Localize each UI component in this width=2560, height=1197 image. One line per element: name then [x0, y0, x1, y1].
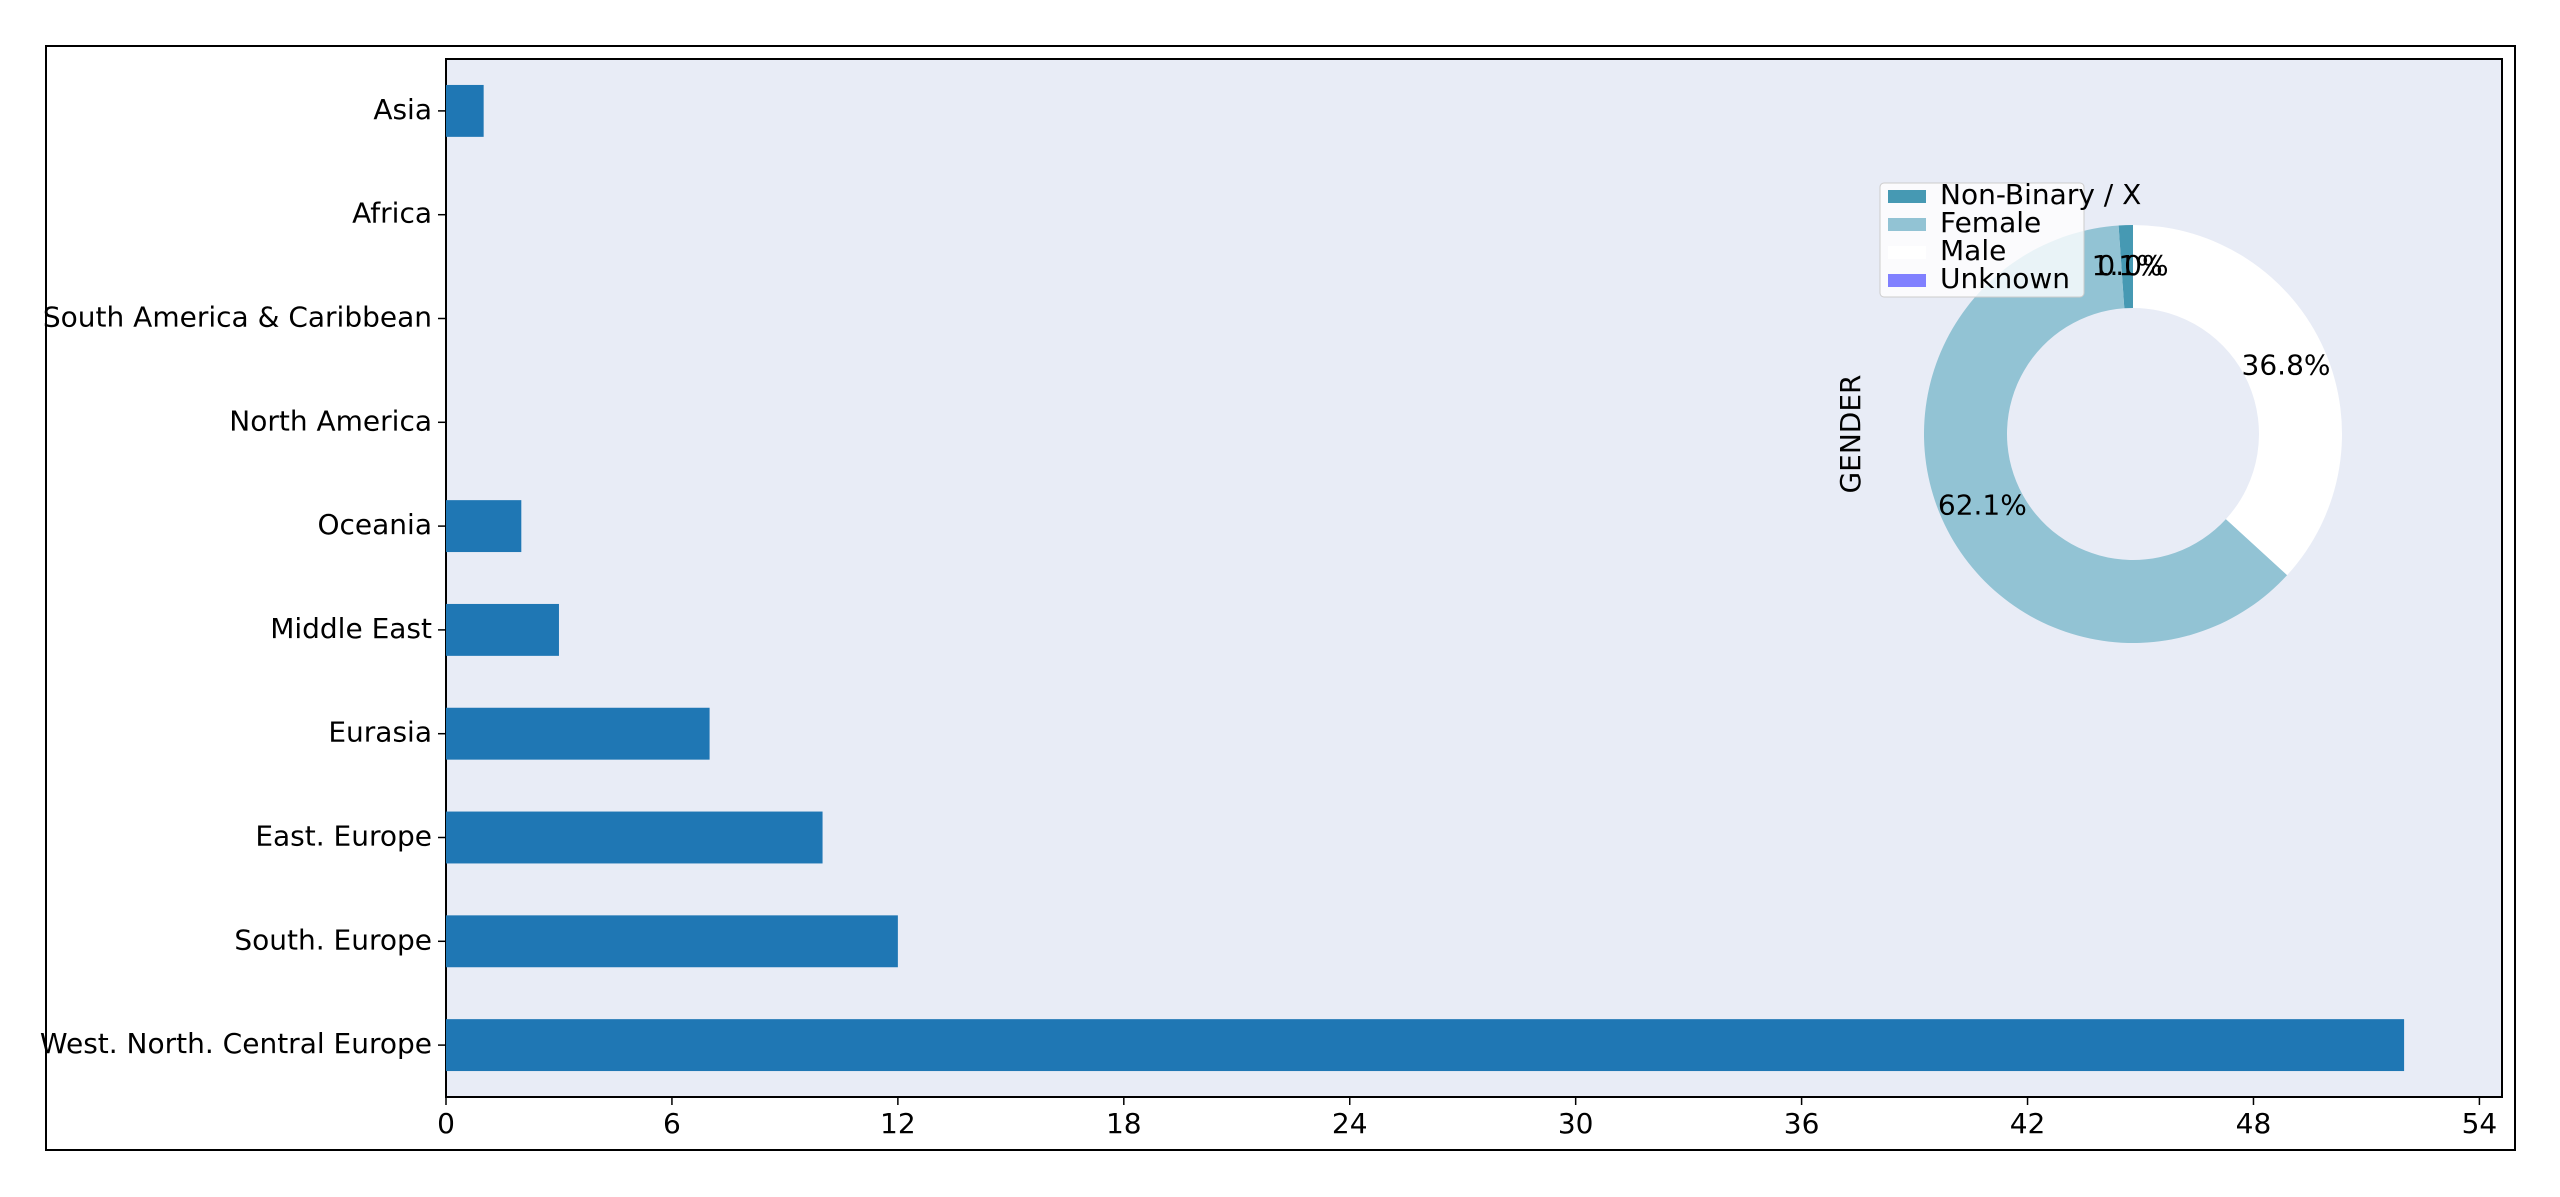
legend-label: Male: [1940, 234, 2006, 267]
pct-label: 0.0%: [2097, 249, 2168, 282]
y-tick-label: Middle East: [270, 612, 432, 645]
x-tick-label: 48: [2236, 1107, 2272, 1140]
x-tick-label: 18: [1106, 1107, 1142, 1140]
y-axis-label: GENDER: [1834, 374, 1867, 493]
bar: [446, 811, 823, 864]
bar-chart: 0 6 12 18 24 30 36 42 48 54 Asia Africa South Americ…: [40, 84, 2498, 1140]
legend-swatch: [1888, 246, 1926, 259]
bar: [446, 915, 898, 968]
pie-chart: 1.1% 62.1% 36.8% 0.0% GENDER Non-Binary / XFe…: [1834, 178, 2342, 643]
x-tick-label: 30: [1558, 1107, 1594, 1140]
legend-swatch: [1888, 190, 1926, 203]
x-tick-label: 24: [1332, 1107, 1368, 1140]
legend-label: Unknown: [1940, 262, 2070, 295]
y-tick-label: Africa: [352, 197, 432, 230]
bar: [446, 603, 559, 656]
y-tick-label: North America: [229, 404, 432, 437]
legend-swatch: [1888, 274, 1926, 287]
bar: [446, 84, 484, 137]
y-tick-label: South. Europe: [234, 923, 432, 956]
x-tick-label: 6: [663, 1107, 681, 1140]
pie-wedge: [2133, 225, 2342, 576]
y-tick-label: East. Europe: [255, 820, 432, 853]
y-tick-label: Eurasia: [328, 716, 432, 749]
bar: [446, 1019, 2405, 1072]
y-tick-label: South America & Caribbean: [43, 301, 432, 334]
pct-label: 36.8%: [2242, 349, 2331, 382]
pct-label: 1.1%: [2092, 249, 2163, 282]
pie-wedge: [2118, 225, 2133, 309]
x-tick-label: 42: [2010, 1107, 2046, 1140]
legend-label: Non-Binary / X: [1940, 178, 2141, 211]
y-tick-label: Oceania: [317, 508, 432, 541]
legend-swatch: [1888, 218, 1926, 231]
pie-wedge: [1923, 225, 2288, 643]
bar: [446, 500, 522, 553]
legend-label: Female: [1940, 206, 2041, 239]
x-tick-label: 54: [2462, 1107, 2498, 1140]
pct-label: 62.1%: [1938, 489, 2027, 522]
bar: [446, 707, 710, 760]
y-tick-label: Asia: [373, 93, 432, 126]
x-tick-label: 36: [1784, 1107, 1820, 1140]
y-tick-label: West. North. Central Europe: [40, 1027, 432, 1060]
x-tick-label: 0: [437, 1107, 455, 1140]
legend-box: [1879, 182, 2085, 298]
x-tick-label: 12: [880, 1107, 916, 1140]
